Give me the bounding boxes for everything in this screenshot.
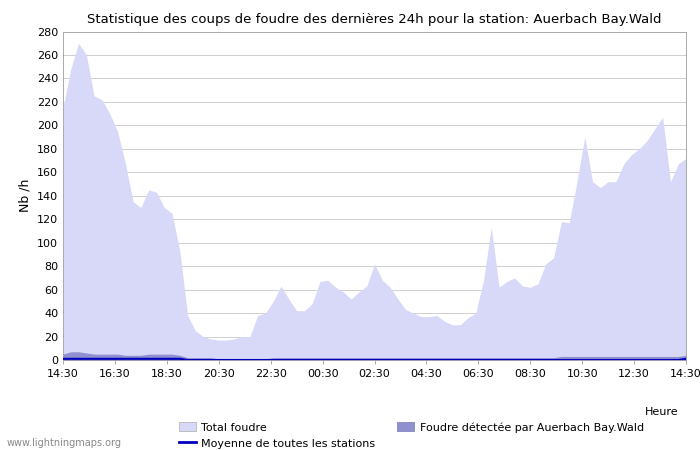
Legend: Total foudre, Moyenne de toutes les stations, Foudre détectée par Auerbach Bay.W: Total foudre, Moyenne de toutes les stat… — [174, 418, 648, 450]
Y-axis label: Nb /h: Nb /h — [18, 179, 32, 212]
Title: Statistique des coups de foudre des dernières 24h pour la station: Auerbach Bay.: Statistique des coups de foudre des dern… — [88, 13, 662, 26]
Text: www.lightningmaps.org: www.lightningmaps.org — [7, 438, 122, 448]
Text: Heure: Heure — [645, 407, 679, 417]
